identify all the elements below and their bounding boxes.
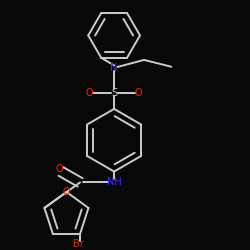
- Text: NH: NH: [107, 178, 122, 188]
- Text: O: O: [135, 88, 142, 98]
- Text: O: O: [86, 88, 94, 98]
- Text: O: O: [63, 187, 70, 197]
- Text: O: O: [55, 164, 63, 174]
- Text: Br: Br: [73, 239, 84, 249]
- Text: S: S: [111, 88, 117, 98]
- Text: N: N: [110, 63, 118, 73]
